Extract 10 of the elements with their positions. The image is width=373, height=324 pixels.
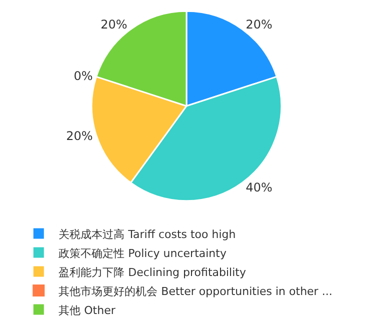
text: 0%: [74, 69, 93, 83]
data-label: 40%: [246, 180, 272, 194]
legend-label: 关税成本过高 Tariff costs too high: [58, 228, 236, 241]
legend-label: 其他市场更好的机会 Better opportunities in other ...: [58, 284, 332, 298]
legend-label: 政策不确定性 Policy uncertainty: [58, 246, 227, 260]
legend-label: 盈利能力下降 Declining profitability: [58, 266, 246, 279]
data-label: 20%: [66, 128, 93, 143]
data-label: 20%: [246, 18, 272, 32]
legend-label: 其他 Other: [58, 304, 116, 317]
data-label: 20%: [100, 18, 128, 32]
